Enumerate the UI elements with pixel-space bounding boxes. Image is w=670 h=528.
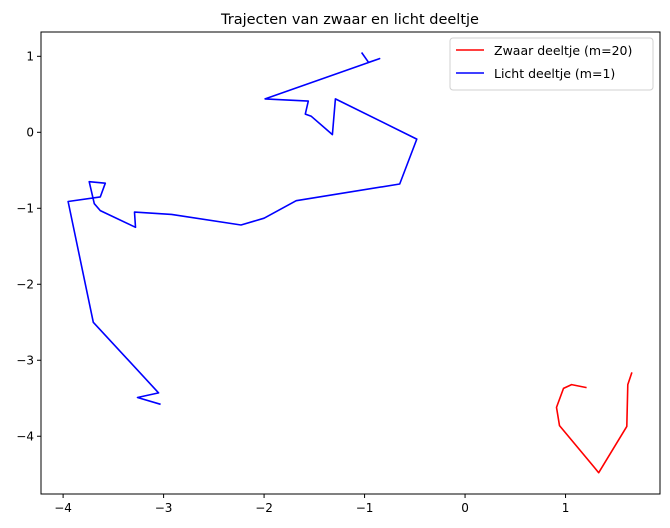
legend-label-licht: Licht deeltje (m=1) [494,66,615,81]
legend-label-zwaar: Zwaar deeltje (m=20) [494,43,632,58]
y-tick-label: 1 [26,49,34,63]
y-tick-label: −1 [16,201,34,215]
y-tick-label: −3 [16,353,34,367]
plot-frame [40,31,661,495]
legend-box [449,37,654,91]
series-line-0 [555,372,633,474]
series-group [67,52,633,474]
chart-title: Trajecten van zwaar en licht deeltje [220,12,479,28]
x-tick-label: 0 [461,501,469,515]
x-axis: −4 −3 −2 −1 0 1 [54,494,569,515]
y-tick-label: −2 [16,277,34,291]
legend: Zwaar deeltje (m=20) Licht deeltje (m=1) [449,37,654,91]
y-tick-label: −4 [16,429,34,443]
y-axis: 1 0 −1 −2 −3 −4 [16,49,41,443]
x-tick-label: −1 [356,501,374,515]
y-tick-label: 0 [26,125,34,139]
x-tick-label: −4 [54,501,72,515]
x-tick-label: −3 [155,501,173,515]
x-tick-label: 1 [562,501,570,515]
series-line-1 [67,52,418,406]
x-tick-label: −2 [255,501,273,515]
